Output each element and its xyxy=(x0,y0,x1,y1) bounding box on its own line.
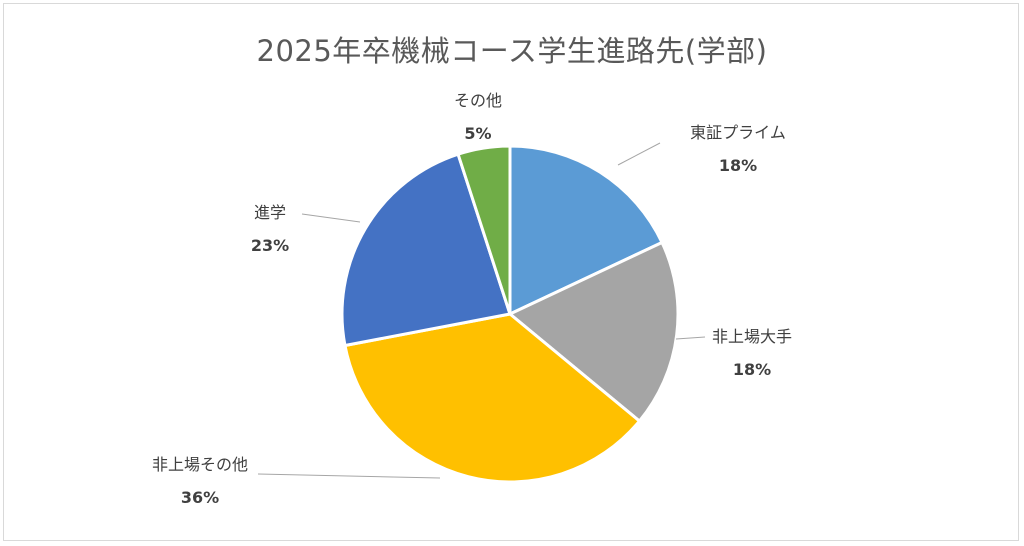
slice-value-label: 5% xyxy=(464,124,491,143)
pie-slice xyxy=(508,240,680,423)
pie-slice xyxy=(456,144,512,316)
slice-label: 非上場大手 xyxy=(712,327,792,346)
pie-slice xyxy=(340,152,512,347)
slice-value-label: 23% xyxy=(251,236,289,255)
leader-line xyxy=(617,142,661,166)
slice-label: 進学 xyxy=(254,203,286,222)
leader-line xyxy=(675,336,706,340)
slice-label: その他 xyxy=(454,91,502,110)
slice-value-label: 36% xyxy=(181,488,219,507)
slice-value-label: 18% xyxy=(733,360,771,379)
slice-value-label: 18% xyxy=(719,156,757,175)
leader-line xyxy=(301,213,361,223)
chart-title: 2025年卒機械コース学生進路先(学部) xyxy=(256,34,768,68)
pie-slice xyxy=(343,312,641,484)
leader-line xyxy=(257,473,441,479)
slice-label: 東証プライム xyxy=(690,123,786,142)
slice-label: 非上場その他 xyxy=(152,455,248,474)
pie-slice xyxy=(508,144,664,316)
